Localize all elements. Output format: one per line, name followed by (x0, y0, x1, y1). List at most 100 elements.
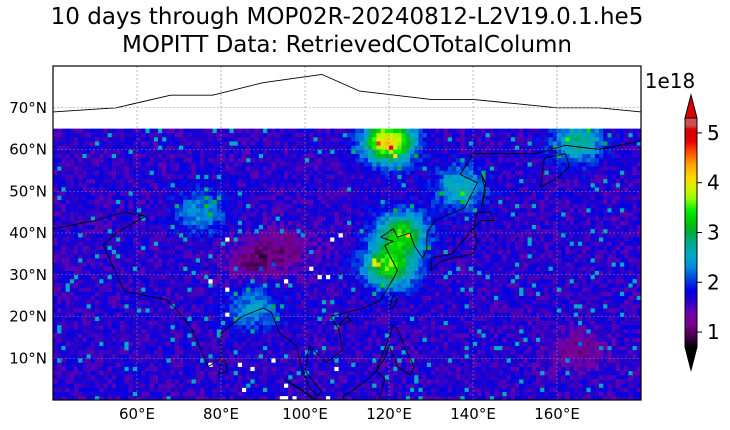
heatmap-cell (557, 295, 562, 301)
heatmap-cell (233, 312, 239, 317)
heatmap-cell (594, 316, 600, 321)
heatmap-cell (153, 366, 159, 372)
heatmap-cell (397, 253, 402, 259)
heatmap-cell (212, 253, 218, 259)
heatmap-cell (573, 358, 579, 363)
heatmap-cell (347, 345, 352, 351)
heatmap-cell (225, 374, 230, 380)
heatmap-cell (300, 379, 306, 384)
heatmap-cell (82, 374, 87, 380)
heatmap-cell (305, 333, 310, 338)
heatmap-cell (141, 316, 146, 321)
heatmap-cell (200, 387, 205, 392)
heatmap-cell (170, 316, 176, 321)
heatmap-cell (254, 379, 260, 384)
heatmap-cell (426, 253, 432, 259)
heatmap-cell (305, 329, 310, 334)
heatmap-cell (477, 387, 482, 392)
heatmap-cell (82, 249, 87, 255)
heatmap-cell (569, 324, 575, 330)
heatmap-cell (569, 387, 575, 392)
heatmap-cell (565, 324, 570, 330)
chart-title-line-1: 10 days through MOP02R-20240812-L2V19.0.… (50, 4, 644, 30)
heatmap-cell (170, 249, 176, 255)
heatmap-cell (506, 391, 512, 397)
heatmap-cell (393, 370, 398, 376)
heatmap-cell (368, 287, 373, 292)
heatmap-cell (229, 324, 234, 330)
heatmap-cell (74, 374, 79, 380)
heatmap-cell (137, 253, 142, 259)
heatmap-cell (141, 320, 146, 326)
heatmap-cell (523, 379, 528, 384)
heatmap-cell (414, 337, 419, 342)
heatmap-cell (137, 266, 142, 271)
heatmap-cell (456, 266, 461, 271)
heatmap-cell (107, 362, 113, 367)
heatmap-cell (548, 345, 554, 351)
heatmap-cell (586, 262, 591, 267)
heatmap-cell (99, 299, 104, 305)
heatmap-cell (305, 283, 310, 288)
heatmap-cell (166, 316, 171, 321)
heatmap-cell (69, 366, 75, 372)
heatmap-cell (95, 345, 100, 351)
heatmap-cell (317, 291, 323, 296)
heatmap-cell (401, 287, 407, 292)
heatmap-cell (208, 387, 213, 392)
heatmap-cell (95, 337, 100, 342)
heatmap-cell (321, 278, 327, 284)
heatmap-cell (481, 366, 486, 372)
heatmap-cell (498, 270, 503, 276)
heatmap-cell (183, 383, 188, 388)
heatmap-cell (334, 253, 339, 259)
heatmap-cell (426, 266, 432, 271)
heatmap-cell (275, 379, 281, 384)
heatmap-cell (174, 253, 180, 259)
heatmap-cell (99, 383, 104, 388)
heatmap-cell (620, 291, 625, 296)
heatmap-cell (82, 270, 87, 276)
heatmap-cell (351, 316, 356, 321)
heatmap-cell (599, 395, 604, 400)
heatmap-cell (468, 358, 474, 363)
heatmap-cell (137, 324, 142, 330)
heatmap-cell (481, 387, 486, 392)
heatmap-cell (632, 299, 638, 305)
heatmap-cell (435, 391, 440, 397)
heatmap-cell (418, 374, 423, 380)
heatmap-cell (124, 262, 129, 267)
heatmap-cell (443, 287, 449, 292)
heatmap-cell (523, 320, 528, 326)
heatmap-cell (78, 383, 83, 388)
heatmap-cell (162, 395, 167, 400)
heatmap-cell (242, 395, 247, 400)
heatmap-cell (347, 253, 352, 259)
heatmap-cell (359, 370, 365, 376)
heatmap-cell (74, 349, 79, 355)
heatmap-cell (452, 262, 457, 267)
heatmap-cell (573, 258, 579, 263)
heatmap-cell (326, 266, 331, 271)
heatmap-cell (611, 287, 617, 292)
heatmap-cell (61, 295, 66, 301)
heatmap-cell (279, 391, 285, 397)
heatmap-cell (393, 391, 398, 397)
heatmap-cell (233, 258, 239, 263)
heatmap-cell (393, 341, 398, 347)
heatmap-cell (99, 391, 104, 397)
heatmap-cell (544, 291, 549, 296)
heatmap-cell (569, 295, 575, 301)
heatmap-cell (422, 341, 428, 347)
heatmap-cell (296, 383, 302, 388)
heatmap-cell (170, 312, 176, 317)
heatmap-cell (237, 387, 243, 392)
heatmap-cell (435, 320, 440, 326)
heatmap-cell (569, 299, 575, 305)
heatmap-cell (519, 295, 524, 301)
heatmap-cell (233, 341, 239, 347)
heatmap-cell (116, 262, 121, 267)
heatmap-cell (279, 370, 285, 376)
heatmap-cell (624, 316, 629, 321)
heatmap-cell (90, 324, 96, 330)
